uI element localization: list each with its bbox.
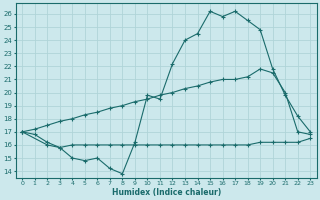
X-axis label: Humidex (Indice chaleur): Humidex (Indice chaleur)	[112, 188, 221, 197]
